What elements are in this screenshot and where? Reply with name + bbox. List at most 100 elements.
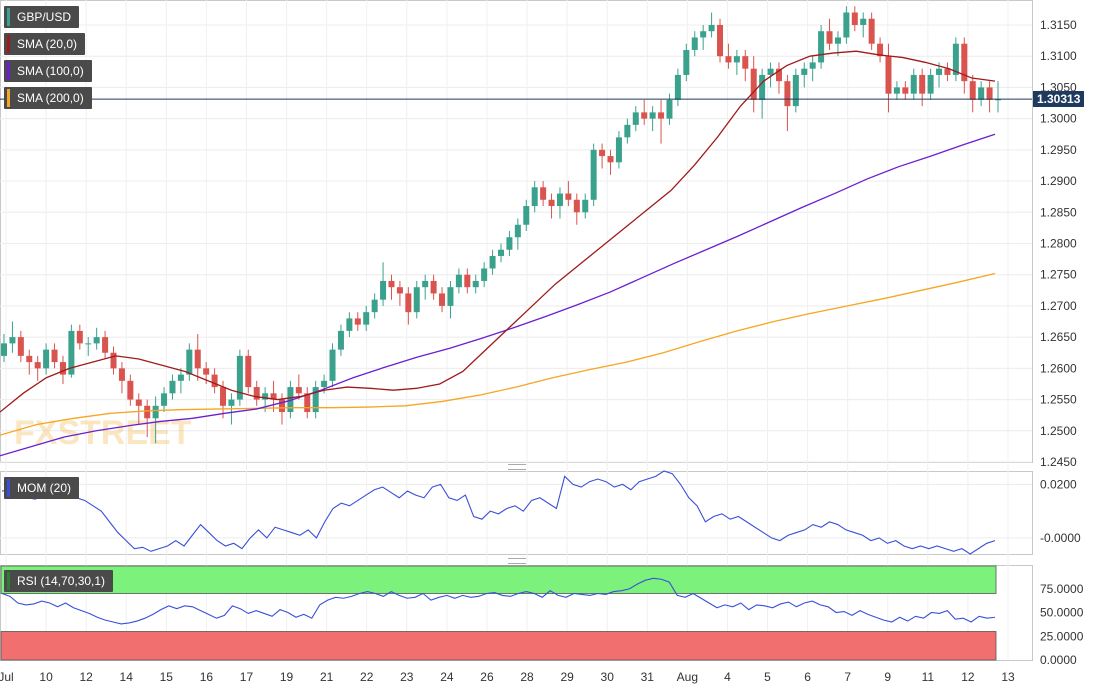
x-tick-label: 7 [844,670,851,684]
candle-body [245,355,252,388]
candle-body [135,399,142,406]
candle-body [691,37,698,50]
candle-body [506,237,513,250]
candle-body [514,224,521,238]
legend-label: MOM (20) [17,481,71,495]
candle-body [877,43,884,57]
candle-body [792,74,799,107]
y-tick-label: 1.2800 [1040,236,1077,250]
legend-swatch-icon [7,479,10,497]
candle-body [413,287,420,313]
candle-body [995,99,1001,101]
candle-body [68,330,75,375]
candle-body [161,393,168,406]
candle-body [717,24,724,57]
legend-swatch-icon [7,35,10,53]
candle-body [952,43,959,75]
y-tick-label: 0.0200 [1040,477,1077,491]
x-tick-label: 6 [804,670,811,684]
x-tick-label: 19 [280,670,294,684]
legend-rsi[interactable]: RSI (14,70,30,1) [4,570,114,592]
candle-body [641,112,648,119]
candle-body [253,387,260,400]
candle-body [658,112,665,119]
candle-body [565,193,572,200]
legend-label: RSI (14,70,30,1) [17,574,106,588]
candle-body [893,87,900,94]
sma200-line [0,272,996,436]
candle-body [860,18,867,25]
legend-mom[interactable]: MOM (20) [4,477,79,499]
candle-body [498,249,504,256]
candle-body [278,399,285,413]
candle-body [1,343,7,356]
x-tick-label: 24 [440,670,454,684]
x-tick-label: 12 [961,670,975,684]
y-tick-label: 1.3100 [1040,49,1077,63]
candle-body [767,68,774,75]
candle-body [843,12,850,38]
x-tick-label: 31 [641,670,655,684]
candle-body [750,68,757,100]
legend-label: SMA (200,0) [17,91,84,105]
x-tick-label: 14 [120,670,134,684]
candle-body [540,187,547,200]
y-tick-label: 0.0000 [1040,653,1077,667]
candle-body [363,312,370,325]
legend-swatch-icon [7,8,10,26]
x-tick-label: 30 [601,670,615,684]
pane-resize-handle[interactable] [508,558,526,564]
candle-body [85,343,92,345]
candle-body [683,49,690,75]
candle-body [582,199,589,213]
candle-body [203,368,210,375]
pane-resize-handle[interactable] [508,464,526,470]
x-tick-label: 21 [320,670,334,684]
y-tick-label: 1.2950 [1040,143,1077,157]
y-tick-label: 1.3150 [1040,18,1077,32]
candle-body [759,74,766,100]
sma100-line [0,133,996,457]
candle-body [531,187,538,207]
x-tick-label: 28 [520,670,534,684]
candle-body [76,330,83,344]
candle-body [396,287,403,294]
candle-body [784,81,791,107]
candle-body [936,68,943,75]
sma20-line [0,50,996,413]
candle-body [615,137,622,163]
candle-body [262,393,269,400]
y-tick-label: 75.0000 [1040,582,1084,596]
candle-body [34,362,41,369]
candle-body [978,87,985,100]
candle-body [818,31,825,63]
x-tick-label: 5 [764,670,771,684]
y-tick-label: 1.2900 [1040,174,1077,188]
candle-body [321,380,328,388]
candle-body [902,87,909,94]
x-tick-label: 22 [360,670,374,684]
y-tick-label: 1.2850 [1040,205,1077,219]
candle-body [725,56,732,63]
legend-sma20[interactable]: SMA (20,0) [4,33,86,55]
candle-body [447,287,454,306]
legend-sma200[interactable]: SMA (200,0) [4,87,92,109]
legend-gbpusd[interactable]: GBP/USD [4,6,80,28]
y-tick-label: 1.2450 [1040,455,1077,469]
candle-body [177,374,184,381]
x-tick-label: 15 [160,670,174,684]
candle-body [944,68,951,75]
candle-body [919,74,926,94]
momentum-line [1,470,996,555]
candle-body [826,31,833,44]
y-tick-label: 1.2750 [1040,268,1077,282]
candle-body [118,368,125,381]
legend-sma100[interactable]: SMA (100,0) [4,60,92,82]
candle-body [489,255,496,269]
candle-body [733,56,740,63]
y-tick-label: 50.0000 [1040,606,1084,620]
y-tick-label: 25.0000 [1040,629,1084,643]
candle-body [649,112,656,119]
candle-body [439,293,446,306]
y-tick-label: 1.2550 [1040,393,1077,407]
